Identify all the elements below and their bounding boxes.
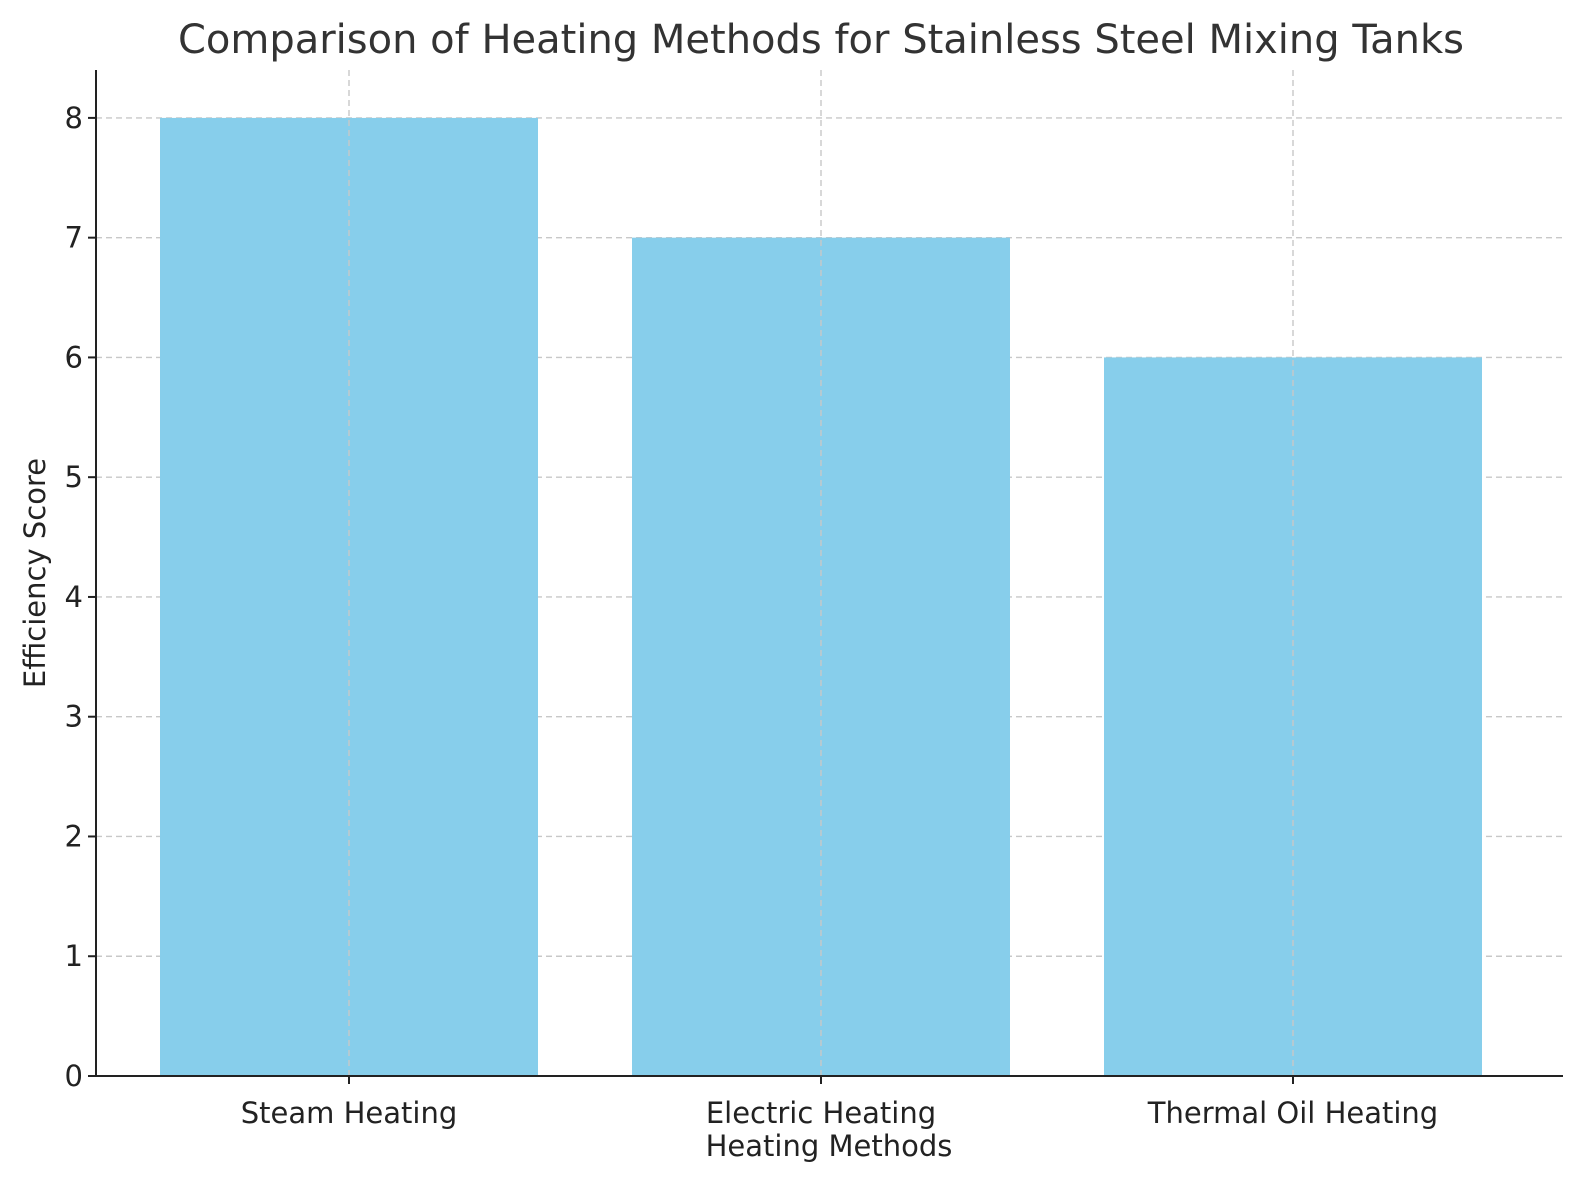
y-tick-label: 1 xyxy=(65,939,83,973)
bar xyxy=(632,237,1010,1076)
y-tick-label: 0 xyxy=(65,1059,83,1093)
bars xyxy=(160,117,1482,1076)
x-grid-lines xyxy=(348,70,1294,1076)
y-tick-label: 4 xyxy=(65,580,83,614)
y-tick-label: 6 xyxy=(65,340,83,374)
y-tick-label: 8 xyxy=(65,101,83,135)
y-tick-label: 3 xyxy=(65,700,83,734)
y-ticks: 0 1 2 3 4 5 6 7 8 xyxy=(65,101,96,1093)
x-tick-label: Thermal Oil Heating xyxy=(1147,1096,1438,1130)
x-tick-label: Electric Heating xyxy=(706,1096,936,1130)
y-tick-label: 2 xyxy=(65,819,83,853)
bar xyxy=(1104,357,1482,1076)
y-tick-label: 5 xyxy=(65,460,83,494)
y-axis-label: Efficiency Score xyxy=(18,458,52,688)
bar xyxy=(160,117,538,1076)
y-tick-label: 7 xyxy=(65,221,83,255)
x-axis-label: Heating Methods xyxy=(706,1129,953,1163)
x-ticks: Steam Heating Electric Heating Thermal Oil… xyxy=(241,1076,1438,1130)
x-tick-label: Steam Heating xyxy=(241,1096,458,1130)
chart-title: Comparison of Heating Methods for Stainl… xyxy=(178,17,1464,63)
